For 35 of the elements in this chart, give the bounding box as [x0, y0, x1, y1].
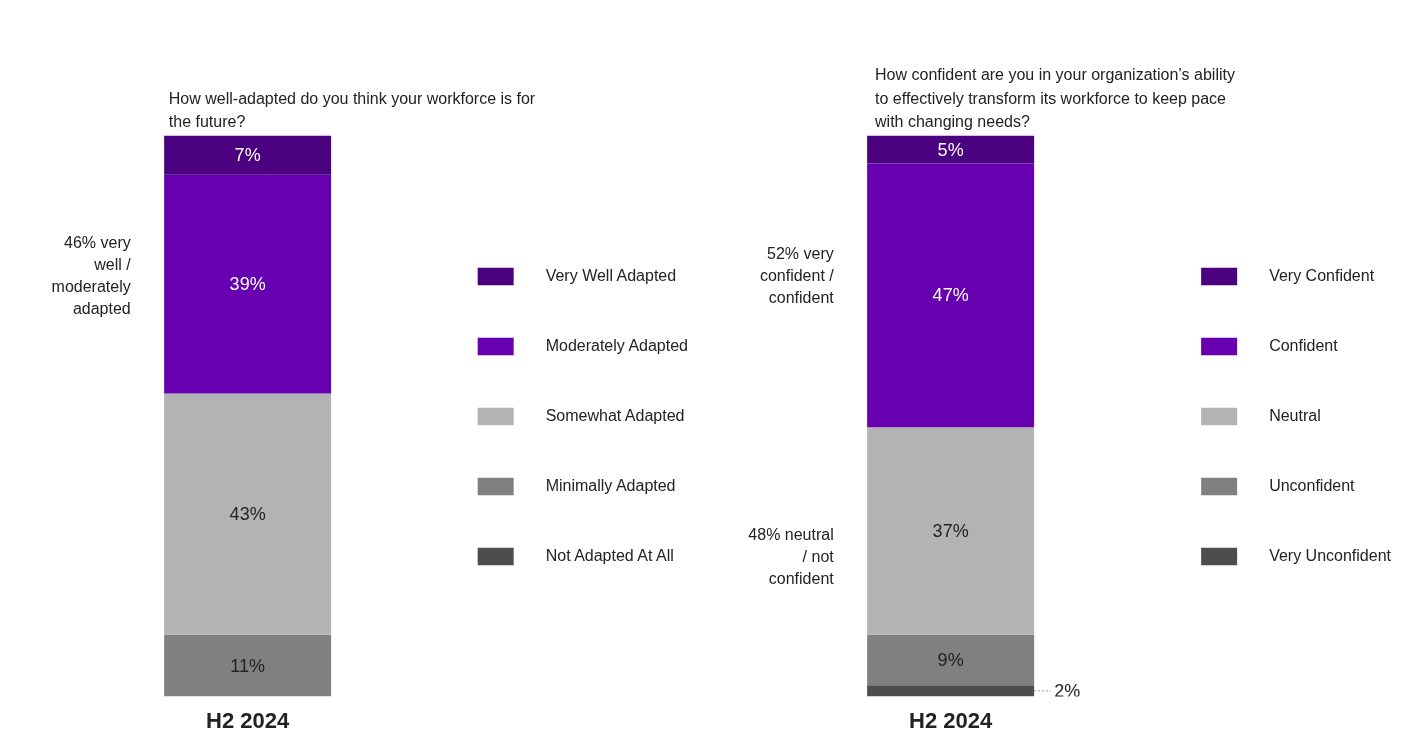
- chart-title: How well-adapted do you think your workforce is for the future?: [168, 89, 536, 131]
- bar: [164, 135, 332, 175]
- bar: [164, 174, 332, 394]
- data-label: 2%: [1054, 680, 1081, 701]
- bar: [867, 163, 1035, 428]
- text: 52% very confident / confident: [759, 245, 835, 307]
- legend-label: Very Well Adapted: [545, 266, 677, 285]
- data-label: 43%: [229, 504, 266, 525]
- legend-label: Very Unconfident: [1269, 546, 1391, 565]
- data-label: 7%: [234, 145, 261, 166]
- data-label: 47%: [932, 285, 969, 306]
- bar: [867, 135, 1035, 164]
- legend-label: Very Confident: [1269, 266, 1375, 285]
- chart-title: How confident are you in your organization’s ability to effectively transform its workforce to keep pace with changing needs?: [874, 65, 1235, 131]
- text: 46% very well / moderately adapted: [51, 234, 132, 318]
- data-label: 9%: [937, 650, 964, 671]
- bar: [867, 427, 1035, 635]
- text: 48% neutral / not confident: [748, 525, 835, 587]
- legend-label: Minimally Adapted: [545, 476, 676, 495]
- data-label: 39%: [229, 274, 266, 295]
- bar: [867, 685, 1035, 697]
- legend-label: Not Adapted At All: [545, 546, 674, 565]
- x-tick-label: H2 2024: [206, 707, 290, 733]
- legend-label: Confident: [1269, 336, 1338, 355]
- legend-label: Somewhat Adapted: [545, 406, 685, 425]
- bar: [867, 634, 1035, 686]
- legend-label: Moderately Adapted: [545, 336, 688, 355]
- legend-label: Unconfident: [1269, 476, 1355, 495]
- legend-label: Neutral: [1269, 406, 1321, 425]
- data-label: 11%: [230, 655, 265, 676]
- data-label: 5%: [937, 139, 964, 160]
- bar: [164, 393, 332, 635]
- bar: [164, 634, 332, 697]
- x-tick-label: H2 2024: [909, 707, 993, 733]
- data-label: 37%: [932, 521, 969, 542]
